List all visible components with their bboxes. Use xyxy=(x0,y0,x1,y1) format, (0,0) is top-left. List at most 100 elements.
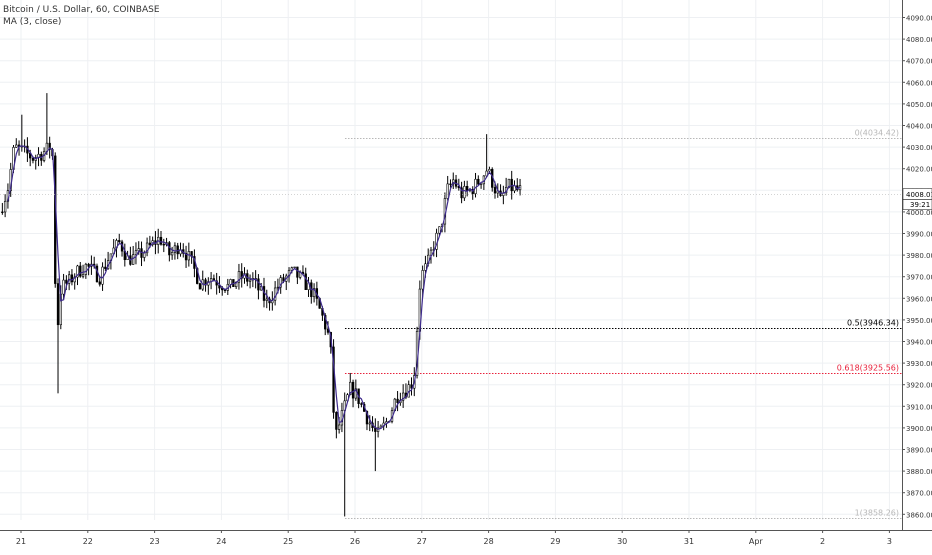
candle xyxy=(1,202,4,215)
y-tick-label: 4070.00 xyxy=(906,58,932,66)
fib-level-label: 1(3858.26) xyxy=(855,509,899,518)
candle xyxy=(37,147,40,167)
y-tick-label: 4080.00 xyxy=(906,36,932,44)
candle xyxy=(482,175,486,190)
candle xyxy=(134,242,138,265)
x-tick-label: 31 xyxy=(684,537,694,546)
candle xyxy=(79,261,82,278)
x-tick-label: Apr xyxy=(749,537,764,546)
candle xyxy=(162,238,165,253)
candle xyxy=(312,283,316,303)
candle xyxy=(70,269,74,286)
candle xyxy=(123,243,126,267)
x-tick-label: 23 xyxy=(150,537,160,546)
candle xyxy=(360,402,363,408)
candle xyxy=(396,391,399,412)
x-tick-label: 29 xyxy=(550,537,560,546)
x-tick-label: 22 xyxy=(83,537,93,546)
x-tick-label: 30 xyxy=(617,537,627,546)
candle xyxy=(62,273,65,301)
y-tick-label: 4060.00 xyxy=(906,79,932,87)
y-tick-label: 4000.00 xyxy=(906,209,932,217)
candle xyxy=(460,181,463,204)
chart-legend: Bitcoin / U.S. Dollar, 60, COINBASE MA (… xyxy=(3,4,160,28)
candle xyxy=(201,270,204,291)
current-price-label: 4008.01 xyxy=(906,191,932,199)
candle xyxy=(474,172,477,198)
candle xyxy=(516,178,519,192)
fib-level-label: 0.618(3925.56) xyxy=(837,364,899,373)
y-tick-label: 3870.00 xyxy=(906,490,932,498)
candle xyxy=(215,272,218,295)
candles xyxy=(1,93,522,517)
candle xyxy=(265,289,268,309)
moving-average xyxy=(7,145,521,430)
candle xyxy=(104,258,107,271)
y-tick-label: 3970.00 xyxy=(906,274,932,282)
candle xyxy=(15,138,18,148)
y-tick-label: 3960.00 xyxy=(906,295,932,303)
candle xyxy=(159,230,163,246)
x-tick-label: 24 xyxy=(216,537,226,546)
indicator-title[interactable]: MA (3, close) xyxy=(3,17,62,27)
candle xyxy=(184,245,188,268)
x-tick-label: 28 xyxy=(484,537,494,546)
y-tick-label: 3860.00 xyxy=(906,511,932,519)
candle xyxy=(449,179,452,188)
candle xyxy=(168,240,171,262)
candle xyxy=(118,233,121,245)
candle xyxy=(56,278,60,394)
candle xyxy=(170,246,174,260)
y-tick-label: 3880.00 xyxy=(906,468,932,476)
candle xyxy=(504,177,508,196)
candle xyxy=(237,263,241,290)
y-tick-label: 3980.00 xyxy=(906,252,932,260)
candle xyxy=(190,251,193,264)
y-tick-label: 3940.00 xyxy=(906,339,932,347)
candle xyxy=(485,134,488,177)
candle xyxy=(335,411,338,439)
candle xyxy=(368,415,371,432)
symbol-title[interactable]: Bitcoin / U.S. Dollar, 60, COINBASE xyxy=(3,5,160,15)
candle xyxy=(407,380,410,398)
candle xyxy=(296,266,299,285)
candle xyxy=(285,273,288,291)
candle xyxy=(307,277,310,297)
candle xyxy=(207,277,210,295)
candle xyxy=(479,183,483,189)
candle xyxy=(446,175,449,201)
y-tick-label: 3920.00 xyxy=(906,382,932,390)
candle xyxy=(491,167,494,192)
candle xyxy=(34,154,37,170)
y-tick-label: 3900.00 xyxy=(906,425,932,433)
y-tick-label: 3910.00 xyxy=(906,403,932,411)
candle xyxy=(229,278,232,289)
countdown-tag xyxy=(902,199,932,210)
y-tick-label: 3930.00 xyxy=(906,360,932,368)
y-tick-label: 4040.00 xyxy=(906,123,932,131)
x-tick-label: 25 xyxy=(283,537,293,546)
countdown-label: 39:21 xyxy=(910,201,930,209)
candle xyxy=(410,377,413,396)
candle xyxy=(466,180,469,197)
candle xyxy=(40,151,43,166)
candle xyxy=(401,384,405,408)
candle xyxy=(129,246,132,266)
y-tick-label: 4090.00 xyxy=(906,15,932,23)
candle xyxy=(145,237,149,257)
fib-level-label: 0.5(3946.34) xyxy=(847,319,899,328)
y-tick-label: 4020.00 xyxy=(906,166,932,174)
y-tick-label: 4050.00 xyxy=(906,101,932,109)
candle xyxy=(452,172,455,189)
fibonacci-retracement[interactable]: 0(4034.42) 0.5(3946.34) 0.618(3925.56) 1(38… xyxy=(344,129,902,519)
candle xyxy=(248,274,252,289)
price-tags: 4008.01 39:21 xyxy=(0,188,932,210)
candle xyxy=(140,241,143,267)
candle xyxy=(240,263,243,288)
candle xyxy=(477,175,480,186)
candle xyxy=(502,185,505,205)
candle xyxy=(438,226,441,236)
y-tick-label: 3990.00 xyxy=(906,231,932,239)
